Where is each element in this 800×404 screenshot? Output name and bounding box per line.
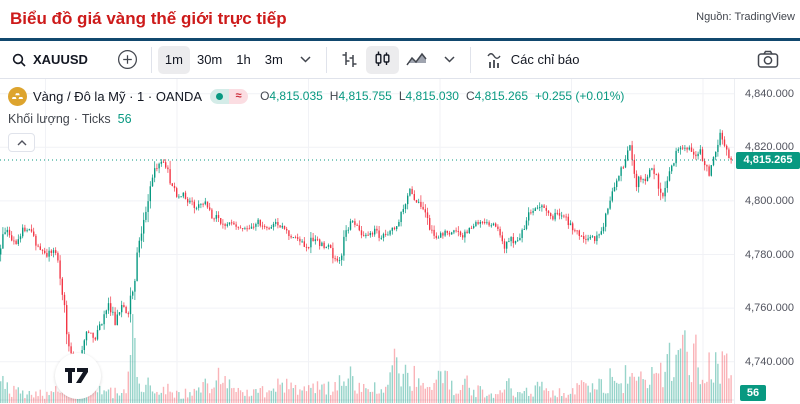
- axis-tick-label: 4,740.000: [745, 355, 794, 368]
- style-candles-button[interactable]: [365, 45, 399, 74]
- open-value: 4,815.035: [269, 89, 323, 103]
- low-value: 4,815.030: [405, 89, 459, 103]
- toolbar-separator: [150, 46, 152, 73]
- camera-icon: [757, 50, 779, 69]
- change-value: +0.255 (+0.01%): [535, 89, 625, 103]
- page-header: Biểu đồ giá vàng thế giới trực tiếp Nguồ…: [0, 0, 800, 38]
- axis-tick-label: 4,800.000: [745, 194, 794, 207]
- chart-legend: Vàng / Đô la Mỹ · 1 · OANDA ≈ O4,815.035…: [8, 85, 624, 152]
- chevron-up-icon: [17, 139, 27, 146]
- chevron-down-icon: [444, 56, 455, 63]
- market-status-pill[interactable]: ≈: [210, 88, 249, 104]
- gold-symbol-icon: [8, 86, 27, 106]
- volume-type: Ticks: [81, 112, 111, 126]
- search-icon: [12, 53, 26, 67]
- chart-toolbar: XAUUSD 1m 30m 1h 3m: [0, 41, 800, 79]
- ohlc-values: O4,815.035 H4,815.755 L4,815.030 C4,815.…: [260, 89, 624, 103]
- style-menu-button[interactable]: [436, 46, 464, 74]
- close-value: 4,815.265: [474, 89, 528, 103]
- area-style-icon: [406, 51, 427, 68]
- candles-style-icon: [373, 50, 392, 69]
- header-divider: [0, 38, 800, 41]
- interval-menu-button[interactable]: [292, 46, 320, 74]
- chart-pane[interactable]: 4,815.265 56 4,840.000 4,820.000 4,800.000…: [0, 79, 800, 404]
- high-key: H: [329, 89, 339, 103]
- toolbar-separator: [469, 46, 471, 73]
- volume-axis-badge: 56: [740, 385, 766, 401]
- symbol-title[interactable]: Vàng / Đô la Mỹ · 1 · OANDA: [33, 88, 203, 104]
- collapse-legend-button[interactable]: [8, 133, 35, 152]
- symbol-label: XAUUSD: [33, 52, 88, 67]
- axis-tick-label: 4,780.000: [745, 248, 794, 261]
- indicators-icon: [484, 50, 505, 70]
- legend-main-row: Vàng / Đô la Mỹ · 1 · OANDA ≈ O4,815.035…: [8, 85, 624, 107]
- screenshot-button[interactable]: [750, 46, 786, 74]
- axis-tick-label: 4,760.000: [745, 302, 794, 315]
- axis-tick-label: 4,820.000: [745, 141, 794, 154]
- bars-style-icon: [340, 50, 359, 69]
- legend-volume-row: Khối lượng · Ticks 56: [8, 109, 624, 129]
- candlestick-chart[interactable]: [0, 79, 734, 404]
- style-bars-button[interactable]: [333, 46, 366, 74]
- volume-label: Khối lượng: [8, 112, 70, 126]
- source-attribution: Nguồn: TradingView: [696, 11, 795, 23]
- open-key: O: [260, 89, 270, 103]
- toolbar-separator: [325, 46, 327, 73]
- low-key: L: [398, 89, 406, 103]
- tradingview-logo[interactable]: [55, 353, 101, 399]
- interval-group: 1m 30m 1h 3m: [157, 41, 320, 78]
- style-area-button[interactable]: [399, 46, 434, 74]
- axis-tick-label: 4,840.000: [745, 87, 794, 100]
- compare-add-button[interactable]: [110, 46, 145, 74]
- high-value: 4,815.755: [338, 89, 392, 103]
- volume-separator: ·: [73, 112, 78, 126]
- plus-circle-icon: [117, 49, 138, 70]
- chevron-down-icon: [300, 56, 311, 63]
- interval-button-3m[interactable]: 3m: [264, 52, 283, 67]
- interval-button-1m[interactable]: 1m: [157, 45, 190, 74]
- indicators-button[interactable]: Các chỉ báo: [477, 46, 587, 74]
- volume-value: 56: [117, 112, 132, 126]
- market-open-dot-icon: [210, 88, 230, 104]
- current-price-label: 4,815.265: [736, 151, 800, 169]
- chart-style-group: [333, 41, 464, 78]
- price-axis[interactable]: 4,815.265 56 4,840.000 4,820.000 4,800.000…: [734, 79, 800, 404]
- interval-button-30m[interactable]: 30m: [196, 52, 223, 67]
- interval-button-1h[interactable]: 1h: [236, 52, 251, 67]
- page-title: Biểu đồ giá vàng thế giới trực tiếp: [10, 9, 287, 28]
- approx-price-icon: ≈: [229, 88, 249, 104]
- indicators-label: Các chỉ báo: [510, 52, 580, 67]
- tradingview-logo-icon: [65, 368, 88, 383]
- close-key: C: [465, 89, 475, 103]
- symbol-search-button[interactable]: XAUUSD: [0, 46, 96, 74]
